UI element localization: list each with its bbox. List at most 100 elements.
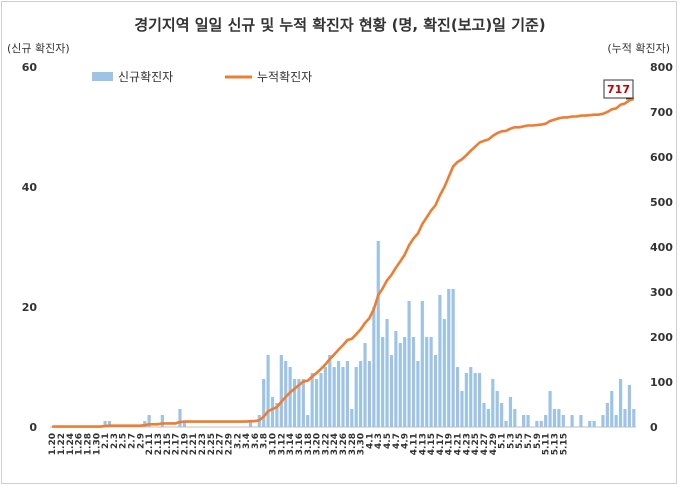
bar-new-cases — [632, 409, 636, 427]
bar-new-cases — [381, 337, 385, 427]
bar-new-cases — [319, 373, 323, 427]
bar-new-cases — [478, 373, 482, 427]
left-axis-tick-label: 0 — [29, 421, 37, 434]
bar-new-cases — [367, 361, 372, 427]
x-axis-tick-label: 1.28 — [83, 433, 93, 455]
bar-new-cases — [275, 403, 279, 427]
x-axis-tick-label: 4.25 — [471, 433, 481, 455]
x-axis-tick-label: 4.1 — [365, 433, 375, 449]
bar-new-cases — [310, 373, 314, 427]
legend-label-cumulative: 누적확진자 — [257, 70, 312, 84]
bar-new-cases — [570, 415, 574, 427]
bar-new-cases — [147, 415, 151, 427]
x-axis-tick-label: 4.17 — [436, 433, 446, 455]
x-axis-tick-label: 4.19 — [445, 433, 455, 455]
bar-new-cases — [266, 355, 270, 427]
x-axis-tick-label: 5.1 — [498, 433, 508, 449]
bar-new-cases — [486, 409, 490, 427]
bar-new-cases — [288, 367, 292, 427]
bar-new-cases — [385, 319, 389, 427]
x-axis-tick-label: 2.9 — [136, 433, 146, 449]
x-axis-tick-label: 3.12 — [277, 433, 287, 455]
x-axis-tick-label: 3.4 — [242, 433, 252, 449]
x-axis-tick-label: 3.10 — [269, 433, 279, 455]
x-axis-tick-label: 3.24 — [330, 433, 340, 455]
bar-new-cases — [376, 241, 380, 427]
right-axis-tick-label: 600 — [650, 151, 673, 164]
bar-new-cases — [103, 421, 107, 427]
left-axis-tick-label: 60 — [22, 61, 38, 74]
bar-new-cases — [561, 415, 565, 427]
bar-new-cases — [539, 421, 543, 427]
left-axis-tick-label: 40 — [22, 181, 38, 194]
bar-new-cases — [610, 391, 614, 427]
x-axis-tick-label: 3.28 — [348, 433, 358, 455]
right-axis-tick-label: 100 — [650, 376, 673, 389]
bar-new-cases — [557, 409, 561, 427]
bar-new-cases — [491, 379, 495, 427]
x-axis-tick-label: 1.26 — [75, 433, 85, 455]
bar-new-cases — [605, 403, 609, 427]
bar-new-cases — [464, 373, 468, 427]
bar-new-cases — [394, 331, 398, 427]
x-axis-tick-label: 4.9 — [401, 433, 411, 449]
bar-new-cases — [504, 421, 508, 427]
bar-new-cases — [451, 289, 455, 427]
bar-new-cases — [332, 367, 336, 427]
bar-new-cases — [460, 391, 464, 427]
x-axis-tick-label: 4.29 — [489, 433, 499, 455]
x-axis-tick-label: 4.27 — [480, 433, 490, 455]
x-axis-tick-label: 2.11 — [145, 433, 155, 455]
bar-new-cases — [182, 421, 186, 427]
bar-new-cases — [544, 415, 548, 427]
bar-new-cases — [513, 409, 517, 427]
x-axis-tick-label: 5.7 — [524, 433, 534, 449]
bar-new-cases — [389, 355, 394, 427]
x-axis-tick-label: 2.1 — [101, 433, 111, 449]
bar-new-cases — [407, 301, 411, 427]
x-axis-tick-label: 2.29 — [224, 433, 234, 455]
right-axis-tick-label: 200 — [650, 331, 673, 344]
x-axis-tick-label: 1.20 — [48, 433, 58, 455]
x-axis-tick-label: 2.3 — [110, 433, 120, 449]
x-axis-tick-label: 2.7 — [128, 433, 138, 449]
bar-new-cases — [306, 415, 310, 427]
x-axis-tick-label: 5.3 — [506, 433, 516, 449]
bar-new-cases — [433, 355, 438, 427]
right-axis-tick-label: 0 — [650, 421, 658, 434]
bar-new-cases — [623, 409, 627, 427]
bar-new-cases — [354, 367, 358, 427]
x-axis-tick-label: 3.14 — [286, 433, 296, 455]
cumulative-line — [52, 97, 635, 428]
bar-new-cases — [107, 421, 112, 427]
bar-new-cases — [411, 337, 416, 427]
right-axis-tick-label: 300 — [650, 286, 673, 299]
x-axis-tick-label: 3.30 — [357, 433, 367, 455]
right-axis-tick-label: 500 — [650, 196, 673, 209]
bar-new-cases — [270, 397, 275, 427]
x-axis-tick-label: 4.23 — [462, 433, 472, 455]
x-axis-tick-label: 3.18 — [304, 433, 314, 455]
x-axis-tick-label: 1.22 — [57, 433, 67, 455]
bar-new-cases — [482, 403, 486, 427]
bar-new-cases — [297, 379, 301, 427]
x-axis-tick-label: 4.21 — [454, 433, 464, 455]
bar-new-cases — [429, 337, 433, 427]
bar-new-cases — [425, 337, 429, 427]
bar-new-cases — [178, 409, 182, 427]
bar-new-cases — [618, 379, 623, 427]
bar-new-cases — [284, 361, 288, 427]
x-axis-tick-label: 2.19 — [180, 433, 190, 455]
x-axis-tick-label: 2.25 — [207, 433, 217, 455]
bar-new-cases — [469, 367, 473, 427]
x-axis-tick-label: 2.15 — [163, 433, 173, 455]
bar-new-cases — [627, 385, 631, 427]
bar-new-cases — [328, 355, 332, 427]
x-axis-tick-label: 2.17 — [172, 433, 182, 455]
bar-new-cases — [526, 415, 530, 427]
x-axis-tick-label: 2.27 — [216, 433, 226, 455]
x-axis-tick-label: 5.15 — [559, 433, 569, 455]
x-axis-tick-label: 3.8 — [260, 433, 270, 449]
